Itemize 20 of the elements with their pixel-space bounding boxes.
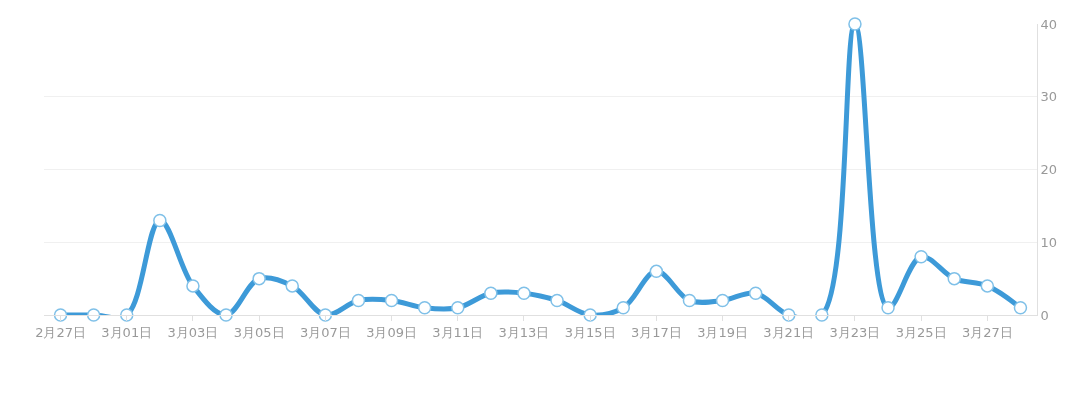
x-tick-label: 3月03日 bbox=[167, 324, 219, 340]
x-tick-label: 3月27日 bbox=[961, 324, 1013, 340]
x-tick-label: 2月27日 bbox=[35, 324, 86, 340]
y-tick-label: 10 bbox=[1040, 234, 1058, 250]
x-tick-label: 3月11日 bbox=[432, 324, 484, 340]
x-tick-label: 3月05日 bbox=[233, 324, 285, 340]
y-tick-label: 0 bbox=[1040, 307, 1049, 323]
x-tick-label: 3月13日 bbox=[498, 324, 550, 340]
x-tick-label: 3月15日 bbox=[564, 324, 616, 340]
x-tick-label: 3月07日 bbox=[299, 324, 351, 340]
y-tick-label: 20 bbox=[1040, 162, 1058, 178]
x-tick-label: 3月19日 bbox=[697, 324, 748, 340]
y-tick-label: 30 bbox=[1040, 89, 1058, 105]
x-tick-label: 3月25日 bbox=[895, 324, 947, 340]
x-tick-label: 3月23日 bbox=[829, 324, 881, 340]
x-tick-label: 3月09日 bbox=[366, 324, 417, 340]
x-tick-label: 3月17日 bbox=[630, 324, 682, 340]
x-tick-label: 3月01日 bbox=[101, 324, 153, 340]
y-tick-label: 40 bbox=[1040, 16, 1058, 32]
x-tick-label: 3月21日 bbox=[763, 324, 815, 340]
